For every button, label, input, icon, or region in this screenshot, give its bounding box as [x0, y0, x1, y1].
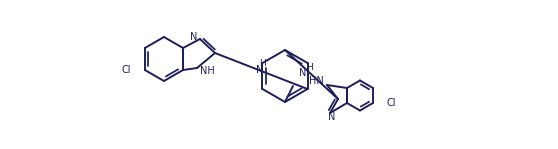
Text: N: N	[328, 112, 335, 122]
Text: H: H	[306, 63, 313, 72]
Text: HN: HN	[309, 76, 324, 86]
Text: Cl: Cl	[387, 98, 397, 108]
Text: N: N	[190, 32, 197, 42]
Text: Cl: Cl	[122, 65, 131, 75]
Text: NH: NH	[200, 66, 215, 76]
Text: N: N	[299, 69, 306, 79]
Text: N: N	[256, 65, 263, 75]
Text: H: H	[259, 59, 266, 67]
